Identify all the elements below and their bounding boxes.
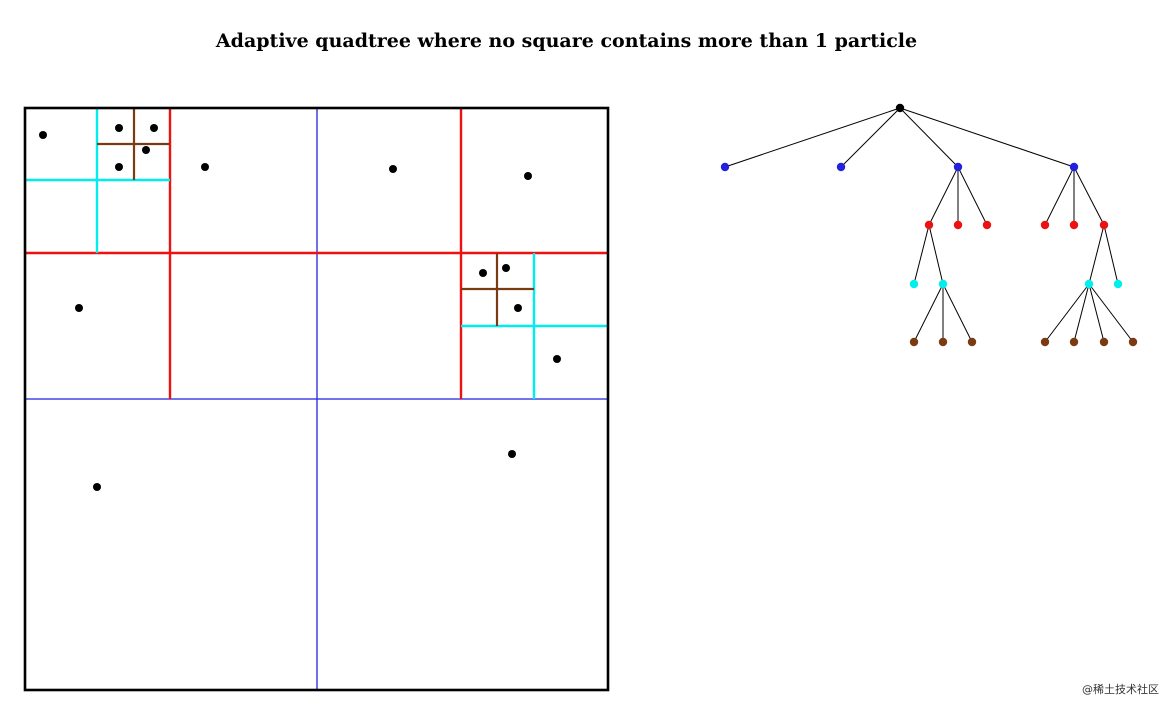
particles <box>39 124 561 491</box>
watermark: @稀土技术社区 <box>1082 683 1159 696</box>
tree-node <box>1099 220 1109 230</box>
tree-node <box>953 162 963 172</box>
tree-node <box>1069 337 1079 347</box>
particle <box>553 355 561 363</box>
tree-node <box>720 162 730 172</box>
quadtree-squares <box>23 106 610 692</box>
particle <box>502 264 510 272</box>
particle <box>75 304 83 312</box>
tree-node <box>1084 279 1094 289</box>
particle <box>514 304 522 312</box>
tree-node <box>1099 337 1109 347</box>
tree-node <box>924 220 934 230</box>
level1-lines <box>25 108 608 690</box>
tree-node <box>938 279 948 289</box>
tree-node <box>967 337 977 347</box>
tree-node <box>1069 220 1079 230</box>
tree-node <box>982 220 992 230</box>
diagram-title: Adaptive quadtree where no square contai… <box>215 30 918 52</box>
level3-lines <box>25 108 608 399</box>
particle <box>150 124 158 132</box>
tree-node <box>953 220 963 230</box>
particle <box>524 172 532 180</box>
particle <box>142 146 150 154</box>
particle <box>508 450 516 458</box>
tree-node <box>836 162 846 172</box>
particle <box>201 163 209 171</box>
tree-edges <box>724 107 1134 343</box>
tree-node <box>1128 337 1138 347</box>
tree-node <box>1040 220 1050 230</box>
tree-node <box>909 337 919 347</box>
tree-node <box>1069 162 1079 172</box>
particle <box>115 124 123 132</box>
tree-level3-nodes <box>909 279 1123 289</box>
tree-root-node <box>895 103 905 113</box>
level4-lines <box>97 108 534 326</box>
tree-level4-nodes <box>909 337 1138 347</box>
tree-level1-nodes <box>720 162 1079 172</box>
particle <box>479 269 487 277</box>
tree-nodes <box>720 103 1138 347</box>
particle <box>39 131 47 139</box>
tree-node <box>909 279 919 289</box>
particle <box>93 483 101 491</box>
tree-node <box>938 337 948 347</box>
tree-node <box>1040 337 1050 347</box>
particle <box>115 163 123 171</box>
tree-level2-nodes <box>924 220 1109 230</box>
root-square <box>23 106 610 692</box>
tree-node <box>1113 279 1123 289</box>
particle <box>389 165 397 173</box>
level2-lines <box>25 108 608 399</box>
